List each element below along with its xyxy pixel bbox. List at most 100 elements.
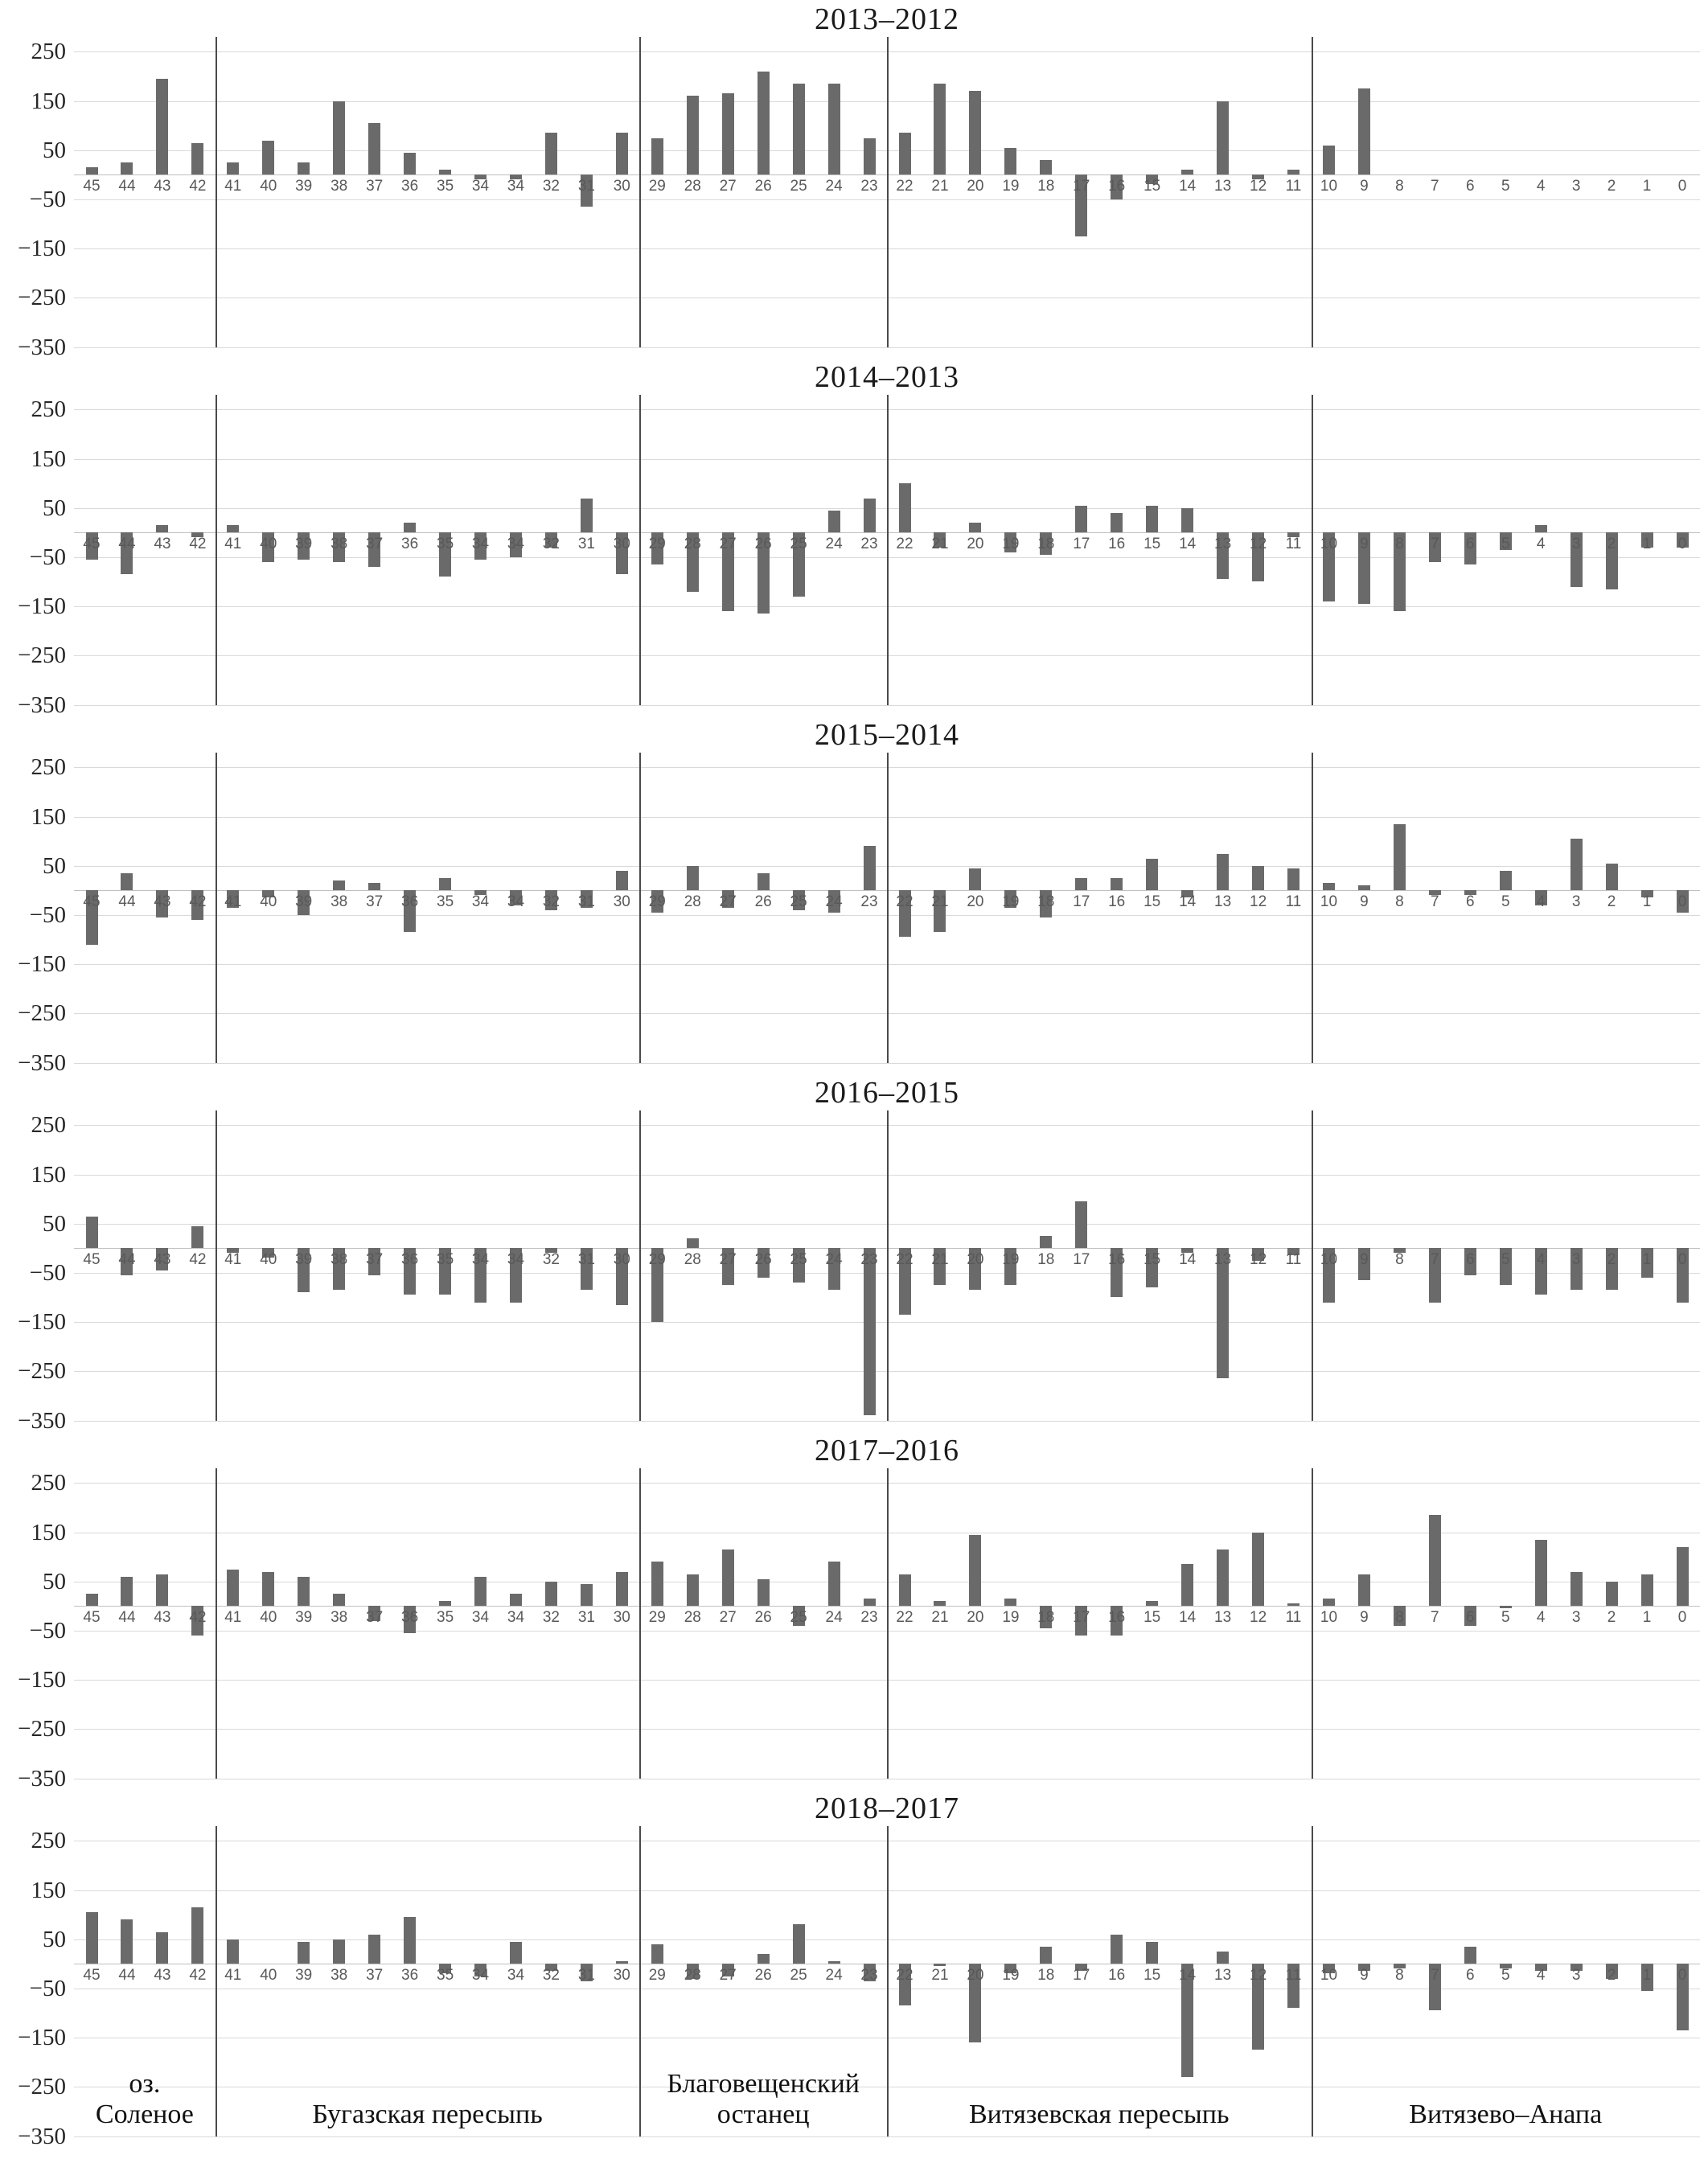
x-tick-label: 31 [577,1967,595,1985]
y-tick-label: 150 [31,88,67,114]
x-tick-label: 11 [1285,536,1302,553]
bar [898,890,911,938]
bar [510,1248,522,1303]
y-tick-label: 50 [43,1568,66,1595]
x-tick-label: 0 [1677,1609,1687,1627]
bar [615,1961,628,1964]
bar [757,1248,770,1278]
section-divider [887,37,889,347]
y-tick-label: −150 [18,951,66,978]
x-tick-label: 42 [189,536,207,553]
y-tick-label: −350 [18,692,66,718]
x-tick-label: 1 [1642,536,1652,553]
x-tick-label: 23 [860,1251,878,1269]
bar [827,890,840,913]
bar [1499,870,1512,891]
chart-panel: 2015–2014 250 150 50 −50 −150 −250 −350 45 44 43 42… [0,716,1708,1076]
x-tick-label: 28 [684,893,701,911]
bar [1393,1248,1406,1254]
section-divider [1311,1826,1313,2136]
bar [792,84,805,175]
x-tick-label: 16 [1108,536,1126,553]
bar [227,162,240,175]
bar [1428,890,1441,896]
bar [262,1571,275,1607]
bar [580,1583,593,1607]
x-tick-label: 43 [154,1609,171,1627]
x-tick-label: 37 [366,536,384,553]
x-tick-label: 34 [507,1967,525,1985]
bar [1111,878,1123,891]
x-tick-label: 40 [260,1251,277,1269]
x-tick-label: 29 [648,536,666,553]
bar [1464,1606,1476,1626]
x-tick-label: 27 [719,893,737,911]
x-tick-label: 19 [1002,1251,1020,1269]
bar [1323,1964,1335,1974]
x-tick-label: 45 [83,536,101,553]
x-tick-label: 43 [154,893,171,911]
y-tick-label: 250 [31,1828,67,1854]
panel-title: 2017–2016 [815,1434,959,1467]
bar [969,1248,982,1291]
x-tick-label: 22 [896,893,914,911]
bar [544,1581,557,1607]
bar [863,846,876,891]
bar [1640,1574,1653,1607]
x-tick-label: 16 [1108,893,1126,911]
bar [580,1964,593,1981]
x-tick-label: 17 [1073,893,1090,911]
x-tick-label: 20 [967,1967,984,1985]
bar [262,532,275,562]
bar [1605,1581,1618,1607]
y-tick-label: −150 [18,1309,66,1336]
bar [651,1248,663,1323]
x-tick-label: 35 [437,178,454,195]
bar [1357,885,1370,891]
bar [191,1907,204,1964]
x-tick-label: 11 [1285,893,1302,911]
bar [121,532,133,575]
x-tick-label: 39 [295,178,313,195]
bar [298,1248,310,1293]
x-tick-label: 19 [1002,1967,1020,1985]
bar [1676,532,1689,548]
bar [1146,1248,1159,1288]
bar [580,890,593,908]
x-tick-label: 7 [1431,1609,1439,1627]
x-tick-label: 36 [401,536,419,553]
bar [792,890,805,910]
x-tick-label: 14 [1179,536,1197,553]
x-tick-label: 34 [507,536,525,553]
x-tick-label: 4 [1536,1967,1546,1985]
bar [474,890,487,896]
x-tick-label: 25 [790,1609,807,1627]
bar [863,1964,876,1981]
section-label: Витязевская пересыпь [969,2099,1230,2129]
bar [1111,1934,1123,1964]
x-tick-label: 18 [1037,536,1055,553]
x-tick-label: 1 [1642,1967,1652,1985]
bar [1111,174,1123,199]
x-tick-label: 8 [1395,1609,1404,1627]
section-divider [887,753,889,1063]
bar [1534,890,1547,905]
bar [1393,1606,1406,1626]
bar [1287,1603,1299,1607]
x-tick-label: 12 [1250,1609,1267,1627]
x-tick-label: 11 [1285,178,1302,195]
x-tick-label: 17 [1073,1251,1090,1269]
bar [191,890,204,920]
x-tick-label: 35 [437,1251,454,1269]
x-tick-label: 31 [577,1609,595,1627]
x-tick-label: 1 [1642,1251,1652,1269]
bar [333,1248,346,1291]
x-tick-label: 45 [83,893,101,911]
x-tick-label: 25 [790,1251,807,1269]
x-tick-label: 38 [331,178,348,195]
x-tick-label: 42 [189,1609,207,1627]
bar [227,890,240,908]
bar [863,1248,876,1416]
bar [156,1248,169,1270]
bar [1605,1248,1618,1291]
